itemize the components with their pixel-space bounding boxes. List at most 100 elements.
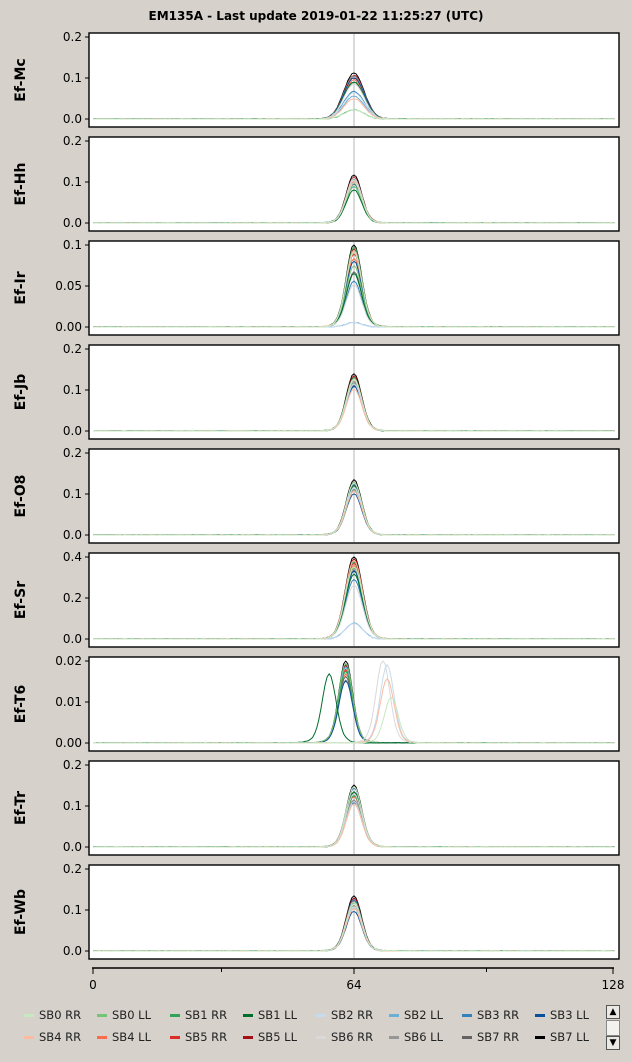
y-tick-label: 0.02 (55, 654, 82, 668)
legend-swatch (243, 1013, 253, 1017)
legend-item-sb3-ll: SB3 LL (535, 1007, 589, 1023)
series-line-sb0-rr (93, 182, 615, 224)
legend-label: SB3 RR (477, 1008, 520, 1022)
y-tick-label: 0.1 (63, 799, 82, 813)
legend-swatch (170, 1013, 180, 1017)
y-tick-label: 0.2 (63, 862, 82, 876)
legend-item-sb1-rr: SB1 RR (170, 1007, 227, 1023)
legend-label: SB6 LL (404, 1030, 443, 1044)
x-axis: 0 64 128 (89, 967, 624, 992)
legend-item-sb1-ll: SB1 LL (243, 1007, 297, 1023)
scroll-down-button[interactable]: ▼ (606, 1036, 620, 1050)
panel-label: Ef-O8 (13, 475, 29, 518)
y-tick-label: 0.2 (63, 134, 82, 148)
legend-label: SB5 RR (185, 1030, 228, 1044)
legend-item-sb7-ll: SB7 LL (535, 1029, 589, 1045)
y-tick-label: 0.2 (63, 342, 82, 356)
panel-ef-ir: 0.00 0.05 0.1 Ef-Ir (13, 238, 620, 336)
y-tick-label: 0.2 (63, 446, 82, 460)
legend-label: SB7 LL (550, 1030, 589, 1044)
legend-label: SB4 RR (39, 1030, 82, 1044)
y-tick-label: 0.0 (63, 528, 82, 542)
legend-label: SB6 RR (331, 1030, 374, 1044)
legend-item-sb6-ll: SB6 LL (389, 1029, 443, 1045)
y-tick-label: 0.0 (63, 632, 82, 646)
series-line-sb0-rr (93, 696, 615, 744)
legend-swatch (316, 1013, 326, 1017)
legend-label: SB1 RR (185, 1008, 228, 1022)
x-tick-label: 0 (89, 978, 97, 992)
panel-label: Ef-T6 (13, 685, 29, 723)
panel-label: Ef-Hh (13, 163, 29, 206)
series-line-sb0-rr (93, 482, 615, 536)
panel-ef-sr: 0.0 0.2 0.4 Ef-Sr (13, 550, 620, 648)
panel-ef-wb: 0.0 0.1 0.2 Ef-Wb (13, 862, 620, 960)
y-tick-label: 0.01 (55, 695, 82, 709)
y-tick-label: 0.00 (55, 736, 82, 750)
y-tick-label: 0.05 (55, 279, 82, 293)
legend-swatch (535, 1035, 545, 1039)
legend-swatch (97, 1013, 107, 1017)
y-tick-label: 0.1 (63, 383, 82, 397)
legend-swatch (170, 1035, 180, 1039)
series-line-sb0-rr (93, 566, 615, 640)
panel-label: Ef-Ir (13, 271, 29, 304)
legend-swatch (462, 1013, 472, 1017)
panel-ef-t6: 0.00 0.01 0.02 Ef-T6 (13, 654, 620, 752)
legend-label: SB7 RR (477, 1030, 520, 1044)
y-tick-label: 0.2 (63, 758, 82, 772)
series-line-sb0-rr (93, 109, 615, 120)
legend-label: SB2 RR (331, 1008, 374, 1022)
y-tick-label: 0.0 (63, 944, 82, 958)
legend-swatch (243, 1035, 253, 1039)
legend-swatch (97, 1035, 107, 1039)
series-line-sb0-rr (93, 786, 615, 848)
y-tick-label: 0.1 (63, 71, 82, 85)
legend-item-sb6-rr: SB6 RR (316, 1029, 373, 1045)
legend-item-sb7-rr: SB7 RR (462, 1029, 519, 1045)
y-tick-label: 0.0 (63, 424, 82, 438)
y-tick-label: 0.4 (63, 550, 82, 564)
scroll-up-button[interactable]: ▲ (606, 1005, 620, 1019)
series-line-sb0-rr (93, 251, 615, 328)
legend-swatch (24, 1035, 34, 1039)
y-tick-label: 0.1 (63, 487, 82, 501)
chart-title: EM135A - Last update 2019-01-22 11:25:27… (148, 9, 484, 23)
y-tick-label: 0.1 (63, 903, 82, 917)
legend-item-sb2-ll: SB2 LL (389, 1007, 443, 1023)
panel-ef-tr: 0.0 0.1 0.2 Ef-Tr (13, 758, 620, 856)
legend-swatch (24, 1013, 34, 1017)
y-tick-label: 0.2 (63, 30, 82, 44)
legend-scrollbar[interactable] (606, 1020, 620, 1036)
legend-item-sb0-ll: SB0 LL (97, 1007, 151, 1023)
y-tick-label: 0.2 (63, 591, 82, 605)
y-tick-label: 0.0 (63, 216, 82, 230)
x-tick-label: 64 (346, 978, 361, 992)
legend-item-sb3-rr: SB3 RR (462, 1007, 519, 1023)
legend-item-sb2-rr: SB2 RR (316, 1007, 373, 1023)
y-tick-label: 0.1 (63, 175, 82, 189)
legend-label: SB1 LL (258, 1008, 297, 1022)
plot-area: 0.00.10.2Ef-Mc0.00.10.2Ef-Hh0.000.050.1E… (13, 30, 624, 992)
legend-swatch (535, 1013, 545, 1017)
legend-label: SB4 LL (112, 1030, 151, 1044)
series-line-sb0-rr (93, 901, 615, 952)
legend-swatch (389, 1035, 399, 1039)
panel-label: Ef-Mc (13, 58, 29, 101)
panel-ef-mc: 0.0 0.1 0.2 Ef-Mc (13, 30, 620, 128)
y-tick-label: 0.00 (55, 320, 82, 334)
panel-ef-jb: 0.0 0.1 0.2 Ef-Jb (13, 342, 620, 440)
legend-label: SB2 LL (404, 1008, 443, 1022)
legend-label: SB0 LL (112, 1008, 151, 1022)
legend-item-sb5-rr: SB5 RR (170, 1029, 227, 1045)
legend-swatch (462, 1035, 472, 1039)
panel-label: Ef-Sr (13, 581, 29, 619)
legend-label: SB5 LL (258, 1030, 297, 1044)
legend-item-sb4-ll: SB4 LL (97, 1029, 151, 1045)
legend-label: SB3 LL (550, 1008, 589, 1022)
legend-item-sb4-rr: SB4 RR (24, 1029, 81, 1045)
panel-label: Ef-Wb (13, 889, 29, 935)
y-tick-label: 0.0 (63, 840, 82, 854)
panel-label: Ef-Jb (13, 374, 29, 410)
y-tick-label: 0.0 (63, 112, 82, 126)
